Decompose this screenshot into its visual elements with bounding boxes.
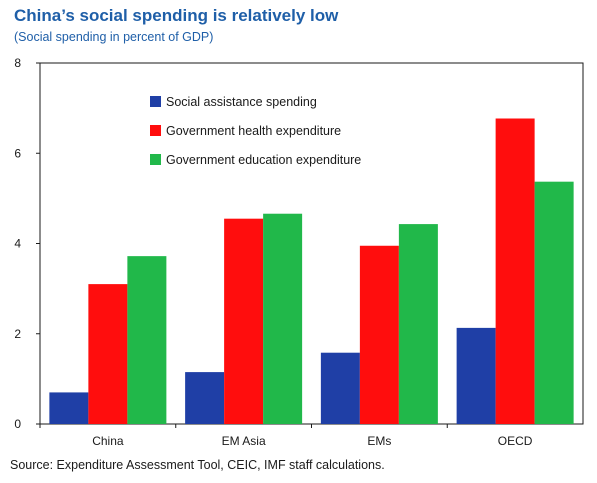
bar-oecd-series-1 (495, 118, 535, 424)
legend-swatch (150, 154, 161, 165)
y-tick-label: 2 (14, 327, 21, 341)
y-tick-label: 4 (14, 237, 21, 251)
chart-axes: 0 2 4 6 8 China EM Asia EMs OECD (14, 56, 584, 448)
legend-label: Government education expenditure (166, 153, 361, 167)
bar-ems-series-2 (398, 224, 438, 424)
bar-china-series-2 (127, 256, 167, 424)
legend-swatch (150, 125, 161, 136)
y-tick-label: 0 (14, 417, 21, 431)
bar-china-series-0 (49, 392, 89, 424)
x-tick-label: EMs (367, 434, 391, 448)
source-note: Source: Expenditure Assessment Tool, CEI… (10, 458, 385, 472)
bar-ems-series-0 (320, 352, 360, 424)
chart-subtitle: (Social spending in percent of GDP) (14, 30, 214, 44)
x-tick-label: OECD (498, 434, 533, 448)
y-tick-label: 6 (14, 146, 21, 160)
bar-ems-series-1 (359, 245, 399, 424)
bar-china-series-1 (88, 284, 128, 424)
bar-oecd-series-2 (534, 181, 574, 424)
bar-oecd-series-0 (456, 327, 496, 424)
x-tick-label: EM Asia (222, 434, 266, 448)
chart-legend: Social assistance spending Government hea… (150, 95, 361, 167)
y-tick-label: 8 (14, 56, 21, 70)
bar-em-asia-series-2 (263, 213, 303, 424)
legend-swatch (150, 96, 161, 107)
chart-bars (49, 118, 574, 424)
bar-em-asia-series-1 (224, 218, 264, 424)
legend-label: Social assistance spending (166, 95, 317, 109)
x-tick-label: China (92, 434, 124, 448)
bar-em-asia-series-0 (185, 372, 225, 424)
legend-label: Government health expenditure (166, 124, 341, 138)
chart-title: China’s social spending is relatively lo… (14, 6, 339, 25)
